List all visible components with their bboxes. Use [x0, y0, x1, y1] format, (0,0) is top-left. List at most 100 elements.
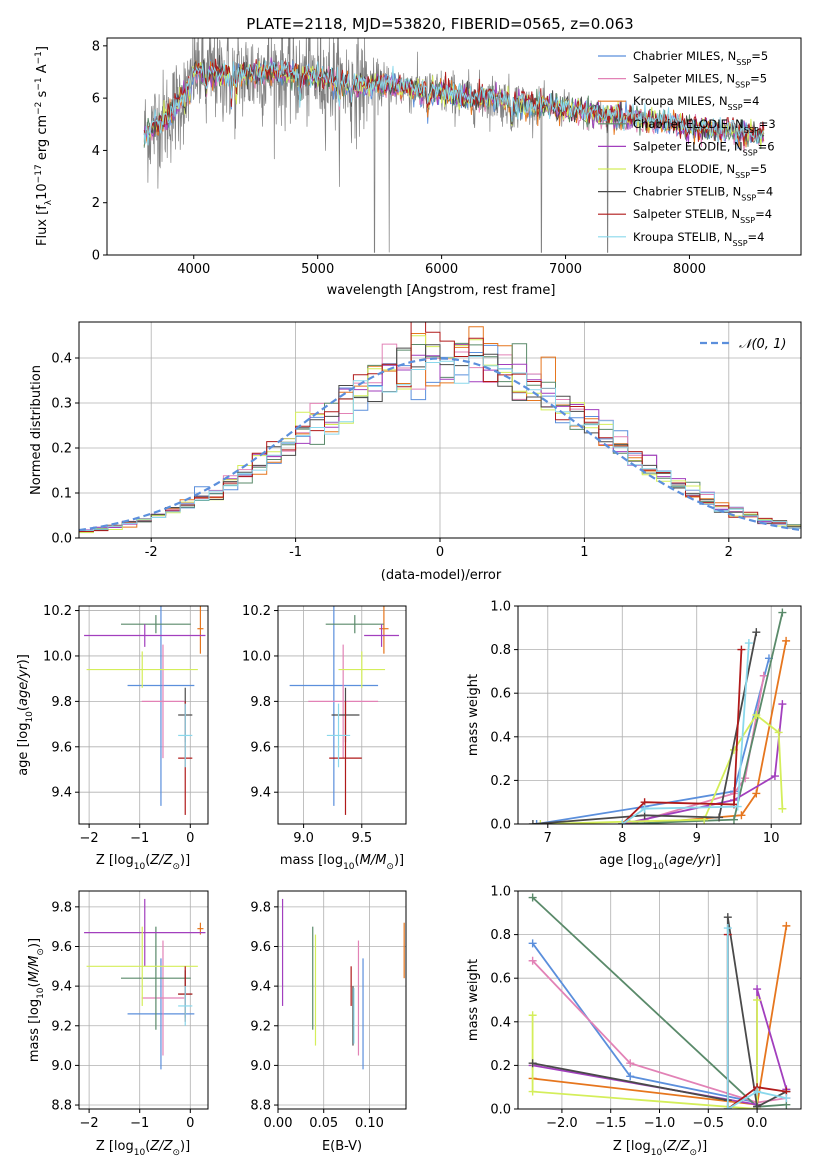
x-tick-label: 0.10: [355, 1116, 384, 1131]
legend-label: Chabrier ELODIE, NSSP=3: [633, 117, 776, 135]
weight-marker: [778, 804, 787, 813]
weight-marker: [752, 628, 761, 637]
legend-label: Salpeter STELIB, NSSP=4: [633, 207, 772, 225]
x-tick-label: -1: [289, 545, 302, 560]
y-tick-label: 0.8: [490, 928, 511, 943]
weight-marker: [528, 820, 537, 824]
residuals-plot: [79, 322, 801, 534]
x-tick-label: 8000: [673, 262, 706, 277]
y-tick-label: 9.0: [250, 1059, 271, 1074]
age_vs_mass-axes: [278, 606, 406, 824]
y-tick-label: 0.0: [490, 818, 511, 833]
weight_vs_Z-frame: −2.0 −1.5 −1.0 −0.5 0.0 0.0 0.2 0.4 0.6 0.8 1.0 Z […: [466, 885, 802, 1158]
weight-marker: [752, 711, 761, 719]
normal-curve: [79, 357, 801, 532]
spectrum-plot: [143, 38, 765, 253]
y-tick-label: 0.2: [51, 442, 72, 457]
mass_vs_Z-axes: [79, 891, 208, 1109]
weight-marker: [528, 956, 537, 965]
weight-marker: [744, 639, 753, 648]
mass_vs_Z-frame: −2 −1 0 8.8 9.0 9.2 9.4 9.6 9.8 Z [log10(Z/Z⊙)] ma…: [27, 890, 209, 1158]
axes-frame: [78, 605, 209, 825]
y-tick-label: 9.4: [51, 980, 72, 995]
weight-marker: [532, 820, 541, 824]
y-tick-label: 9.2: [51, 1019, 72, 1034]
weight-marker: [528, 1059, 537, 1068]
x-tick-label: 0: [436, 545, 444, 560]
x-axis-label: mass [log10(M/M⊙)]: [280, 853, 404, 872]
x-tick-label: 1: [580, 545, 588, 560]
observed-spectrum-line: [143, 38, 621, 253]
weight-marker: [778, 700, 787, 709]
y-axis-label: mass weight: [466, 674, 481, 756]
weight-marker: [626, 1072, 635, 1081]
x-tick-label: 8: [618, 831, 626, 846]
x-tick-label: −1.5: [595, 1116, 627, 1131]
x-tick-label: 5000: [301, 262, 334, 277]
y-tick-label: 9.4: [250, 980, 271, 995]
y-tick-label: 8: [92, 39, 100, 54]
weight-marker: [626, 1059, 635, 1068]
y-tick-label: 9.8: [250, 695, 271, 710]
x-tick-label: 0: [186, 1116, 194, 1131]
x-tick-label: 6000: [425, 262, 458, 277]
y-tick-label: 1.0: [490, 600, 511, 615]
x-tick-label: −2: [80, 1116, 99, 1131]
weight-marker: [528, 1011, 537, 1020]
y-tick-label: 10.0: [242, 649, 271, 664]
axes-frame: [277, 605, 407, 825]
weight-marker: [753, 1102, 762, 1109]
x-tick-label: 9.5: [351, 831, 372, 846]
x-tick-label: 7: [544, 831, 552, 846]
x-tick-label: −0.5: [693, 1116, 725, 1131]
y-tick-label: 9.6: [250, 740, 271, 755]
weight_vs_age-frame: 7 8 9 10 0.0 0.2 0.4 0.6 0.8 1.0 age [log10(age/yr…: [466, 600, 802, 872]
y-tick-label: 1.0: [490, 885, 511, 900]
weight-marker: [715, 813, 724, 822]
y-axis-label: mass [log10(M/M⊙)]: [27, 938, 46, 1062]
y-tick-label: 9.4: [250, 786, 271, 801]
y-tick-label: 8.8: [51, 1099, 72, 1114]
mass_vs_ebv-plot: [281, 898, 405, 1070]
y-axis-label: mass weight: [466, 959, 481, 1041]
x-axis-label: age [log10(age/yr)]: [599, 853, 721, 872]
y-tick-label: 10.2: [242, 604, 271, 619]
x-tick-label: 10: [763, 831, 780, 846]
weight-line: [726, 928, 787, 1109]
weight-line: [532, 632, 758, 824]
y-tick-label: 9.6: [51, 940, 72, 955]
x-tick-label: −1: [130, 1116, 149, 1131]
weight-marker: [778, 608, 787, 617]
model-spectrum-line: [143, 60, 764, 146]
y-tick-label: 9.6: [51, 740, 72, 755]
weight-marker: [737, 811, 746, 820]
x-tick-label: −1.0: [644, 1116, 676, 1131]
x-tick-label: 7000: [549, 262, 582, 277]
weight-marker: [737, 645, 746, 654]
x-tick-label: 9: [693, 831, 701, 846]
weight-marker: [528, 893, 537, 902]
y-tick-label: 10.0: [43, 649, 72, 664]
weight-line: [531, 1000, 758, 1109]
y-tick-label: 0.2: [490, 774, 511, 789]
legend-label: Chabrier STELIB, NSSP=4: [633, 185, 773, 203]
x-tick-label: 9.0: [293, 831, 314, 846]
y-tick-label: 0.6: [490, 687, 511, 702]
x-tick-label: 4000: [177, 262, 210, 277]
age_vs_Z-plot: [84, 606, 206, 815]
x-tick-label: 2: [725, 545, 733, 560]
x-tick-label: 0.0: [747, 1116, 768, 1131]
legend-label: Salpeter ELODIE, NSSP=6: [633, 139, 775, 157]
y-axis-label: Normed distribution: [29, 365, 44, 495]
residual-histogram: [79, 322, 801, 532]
y-tick-label: 9.2: [250, 1019, 271, 1034]
x-tick-label: 0: [186, 831, 194, 846]
age_vs_mass-frame: 9.0 9.5 9.4 9.6 9.8 10.0 10.2 mass [log10(M/M⊙)…: [242, 604, 407, 872]
y-tick-label: 0.0: [490, 1103, 511, 1118]
y-tick-label: 6: [92, 92, 100, 107]
y-tick-label: 9.4: [51, 786, 72, 801]
y-tick-label: 9.8: [250, 900, 271, 915]
weight-marker: [729, 815, 738, 824]
weight-marker: [723, 1105, 732, 1109]
